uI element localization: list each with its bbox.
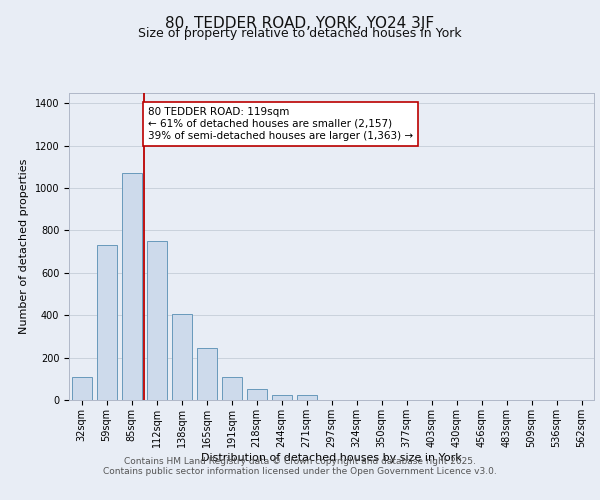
X-axis label: Distribution of detached houses by size in York: Distribution of detached houses by size … — [201, 452, 462, 462]
Bar — [71, 377, 91, 400]
Text: Contains public sector information licensed under the Open Government Licence v3: Contains public sector information licen… — [103, 467, 497, 476]
Bar — [247, 390, 266, 400]
Bar — [172, 314, 191, 400]
Text: Size of property relative to detached houses in York: Size of property relative to detached ho… — [138, 28, 462, 40]
Y-axis label: Number of detached properties: Number of detached properties — [19, 158, 29, 334]
Bar — [221, 376, 241, 400]
Bar — [296, 394, 317, 400]
Bar — [97, 245, 116, 400]
Bar — [146, 241, 167, 400]
Bar — [121, 173, 142, 400]
Text: 80, TEDDER ROAD, YORK, YO24 3JF: 80, TEDDER ROAD, YORK, YO24 3JF — [166, 16, 434, 31]
Bar — [271, 394, 292, 400]
Bar — [197, 348, 217, 400]
Text: Contains HM Land Registry data © Crown copyright and database right 2025.: Contains HM Land Registry data © Crown c… — [124, 457, 476, 466]
Text: 80 TEDDER ROAD: 119sqm
← 61% of detached houses are smaller (2,157)
39% of semi-: 80 TEDDER ROAD: 119sqm ← 61% of detached… — [148, 108, 413, 140]
